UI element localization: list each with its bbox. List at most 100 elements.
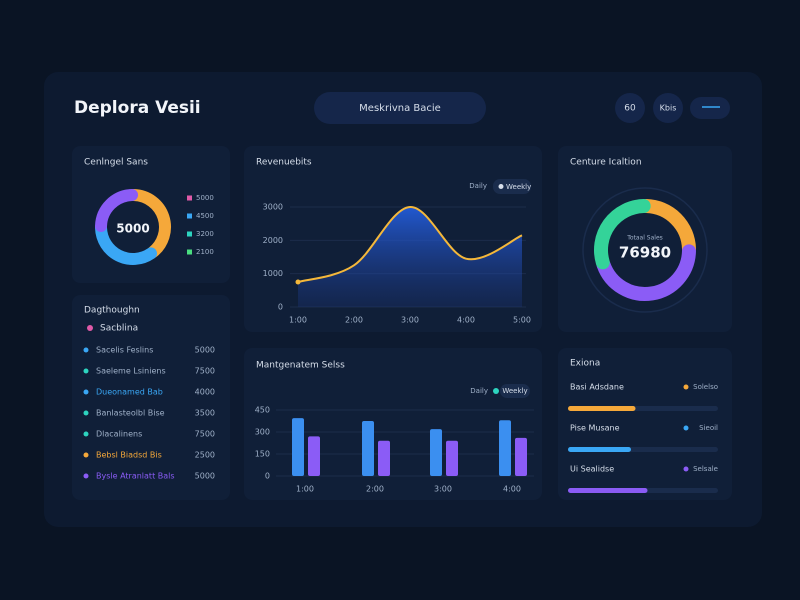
x-tick-label: 1:00 <box>296 485 314 494</box>
app-title: Deplora Vesii <box>74 98 201 118</box>
bar <box>292 418 304 476</box>
dot <box>683 466 689 472</box>
list-header: Sacblina <box>100 324 138 334</box>
list-value: 2500 <box>195 451 215 460</box>
y-tick-label: 450 <box>255 406 270 415</box>
button[interactable] <box>653 93 683 123</box>
progress-label: Pise Musane <box>570 424 620 433</box>
dot <box>83 368 89 374</box>
button-label: Kbis <box>660 104 677 113</box>
donut-segment <box>596 244 696 301</box>
legend-dot <box>493 388 499 394</box>
panel-title: Exiona <box>570 359 600 369</box>
list-value: 7500 <box>195 367 215 376</box>
progress-bar <box>568 406 636 411</box>
legend-pill[interactable] <box>500 384 530 398</box>
dot <box>83 347 89 353</box>
list-label: Sacelis Feslins <box>96 346 153 355</box>
donut-subtitle: Totaal Sales <box>626 235 663 242</box>
bar <box>362 421 374 476</box>
donut-segment <box>95 221 158 265</box>
toggle-label[interactable]: Daily <box>469 182 487 190</box>
legend-swatch <box>187 213 192 219</box>
ring <box>582 187 708 313</box>
bar <box>499 420 511 476</box>
x-tick-label: 4:00 <box>503 485 521 494</box>
x-tick-label: 3:00 <box>434 485 452 494</box>
progress-bar <box>568 488 648 493</box>
panel <box>244 348 542 500</box>
y-tick-label: 1000 <box>263 269 283 278</box>
progress-tag: Sieoil <box>699 424 718 432</box>
list-label: Dueonamed Bab <box>96 388 163 397</box>
legend-label: 5000 <box>196 194 214 202</box>
list-label: Bebsl Biadsd Bis <box>96 451 162 460</box>
search-text: Meskrivna Bacie <box>359 103 441 114</box>
list-value: 4000 <box>195 388 215 397</box>
panel-title: Cenlngel Sans <box>84 158 148 168</box>
bar <box>430 429 442 476</box>
area-fill <box>298 206 522 307</box>
panel <box>72 295 230 500</box>
list-value: 5000 <box>195 346 215 355</box>
dot <box>83 452 89 458</box>
progress-tag: Selsale <box>693 465 718 473</box>
x-tick-label: 2:00 <box>366 485 384 494</box>
icon <box>498 184 504 189</box>
bar <box>446 440 458 476</box>
dot <box>83 410 89 416</box>
dot <box>83 389 89 395</box>
list-label: Bysle Atranlatt Bals <box>96 472 175 481</box>
panel-title: Dagthoughn <box>84 306 140 316</box>
legend-swatch <box>187 231 192 237</box>
button[interactable] <box>615 93 645 123</box>
point <box>295 279 301 285</box>
button-label: 60 <box>624 104 636 114</box>
area-line <box>297 205 523 283</box>
list-value: 7500 <box>195 430 215 439</box>
dot <box>83 431 89 437</box>
dot <box>683 384 689 390</box>
list-label: Banlasteolbl Bise <box>96 409 165 418</box>
legend-swatch <box>187 249 192 255</box>
x-tick-label: 5:00 <box>513 316 531 325</box>
y-tick-label: 0 <box>265 472 270 481</box>
bar <box>308 436 320 476</box>
y-tick-label: 150 <box>255 450 270 459</box>
toggle-button[interactable] <box>690 97 730 119</box>
list-label: Dlacalinens <box>96 430 142 439</box>
progress-tag: Solelso <box>693 383 718 391</box>
panel <box>558 348 732 500</box>
panel-title: Mantgenatem Selss <box>256 361 345 371</box>
x-tick-label: 4:00 <box>457 316 475 325</box>
y-tick-label: 3000 <box>263 203 283 212</box>
legend-label: 2100 <box>196 248 214 256</box>
x-tick-label: 1:00 <box>289 316 307 325</box>
bar <box>515 437 527 476</box>
donut-segment <box>594 199 651 270</box>
dot <box>87 325 93 331</box>
dot <box>683 425 689 431</box>
donut-segment <box>127 189 171 259</box>
panel-title: Revenuebits <box>256 158 312 168</box>
panel-title: Centure Icaltion <box>570 158 642 168</box>
progress-label: Basi Adsdane <box>570 383 624 392</box>
progress-bar <box>568 447 631 452</box>
panel <box>558 146 732 332</box>
x-tick-label: 2:00 <box>345 316 363 325</box>
legend-swatch <box>187 195 192 201</box>
list-value: 3500 <box>195 409 215 418</box>
donut-segment <box>639 199 696 256</box>
legend-label: 4500 <box>196 212 214 220</box>
bar <box>378 440 390 476</box>
search-box[interactable] <box>314 92 486 124</box>
toggle-label[interactable]: Weekly <box>506 183 531 191</box>
toggle[interactable] <box>493 179 531 194</box>
legend-label: Weekly <box>502 387 527 395</box>
progress-label: Ui Sealidse <box>570 465 614 474</box>
list-value: 5000 <box>195 472 215 481</box>
legend-label: 3200 <box>196 230 214 238</box>
donut-center: 5000 <box>116 222 149 236</box>
x-tick-label: 3:00 <box>401 316 419 325</box>
